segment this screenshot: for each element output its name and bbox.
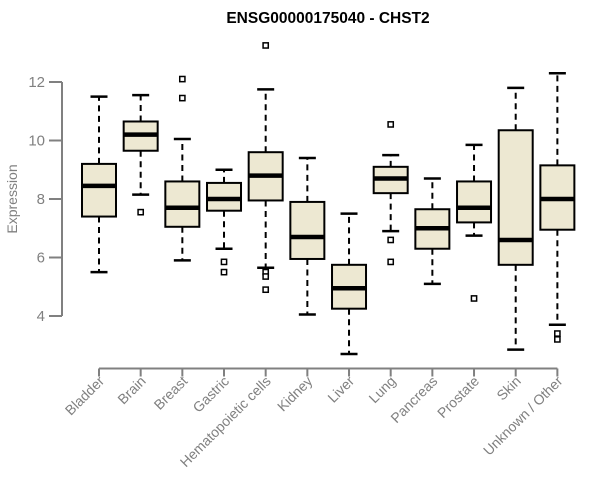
box-hematopoietic-cells: [247, 42, 284, 294]
box-brain: [122, 93, 159, 216]
outlier-point: [554, 336, 561, 343]
outlier-point: [262, 42, 270, 49]
outlier-point: [387, 236, 395, 244]
x-tick-label-kidney: Kidney: [274, 373, 316, 415]
y-axis: 4 6 8 10 12: [28, 74, 63, 325]
box-liver: [331, 212, 368, 356]
box-series: [81, 42, 576, 356]
y-tick-label-6: 6: [37, 250, 45, 267]
box-skin: [497, 86, 534, 351]
box-bladder: [81, 95, 117, 274]
outlier-point: [137, 208, 145, 216]
x-tick-label-skin: Skin: [493, 373, 524, 404]
y-tick-label-8: 8: [37, 191, 45, 208]
outlier-point: [178, 94, 186, 102]
box-lung: [372, 121, 409, 266]
outlier-point: [387, 121, 395, 128]
outlier-point: [220, 258, 228, 266]
y-tick-label-4: 4: [37, 308, 45, 325]
x-tick-label-brain: Brain: [114, 373, 148, 407]
y-tick-label-12: 12: [28, 74, 45, 91]
x-tick-label-unknown-other: Unknown / Other: [480, 373, 566, 459]
chart-title: ENSG00000175040 - CHST2: [226, 10, 429, 27]
box-gastric: [206, 168, 243, 276]
outlier-point: [220, 268, 228, 276]
box-prostate: [456, 143, 493, 302]
outlier-point: [387, 258, 395, 266]
iqr-box: [164, 180, 201, 228]
box-breast: [164, 75, 201, 262]
outlier-point: [262, 273, 270, 280]
outlier-point: [178, 75, 186, 83]
box-kidney: [289, 156, 326, 316]
box-pancreas: [414, 177, 451, 286]
outlier-point: [470, 295, 478, 302]
x-tick-label-liver: Liver: [324, 373, 357, 406]
y-tick-label-10: 10: [28, 133, 45, 150]
x-tick-label-breast: Breast: [151, 373, 191, 413]
x-tick-label-lung: Lung: [365, 373, 398, 406]
iqr-box: [497, 129, 534, 266]
iqr-box: [289, 200, 326, 260]
y-axis-title: Expression: [4, 164, 20, 233]
outlier-point: [554, 330, 561, 337]
x-tick-label-prostate: Prostate: [434, 373, 482, 421]
x-tick-label-bladder: Bladder: [62, 373, 108, 419]
iqr-box: [456, 180, 493, 224]
box-unknown-other: [539, 71, 576, 343]
iqr-box: [81, 162, 117, 218]
outlier-point: [262, 286, 270, 294]
